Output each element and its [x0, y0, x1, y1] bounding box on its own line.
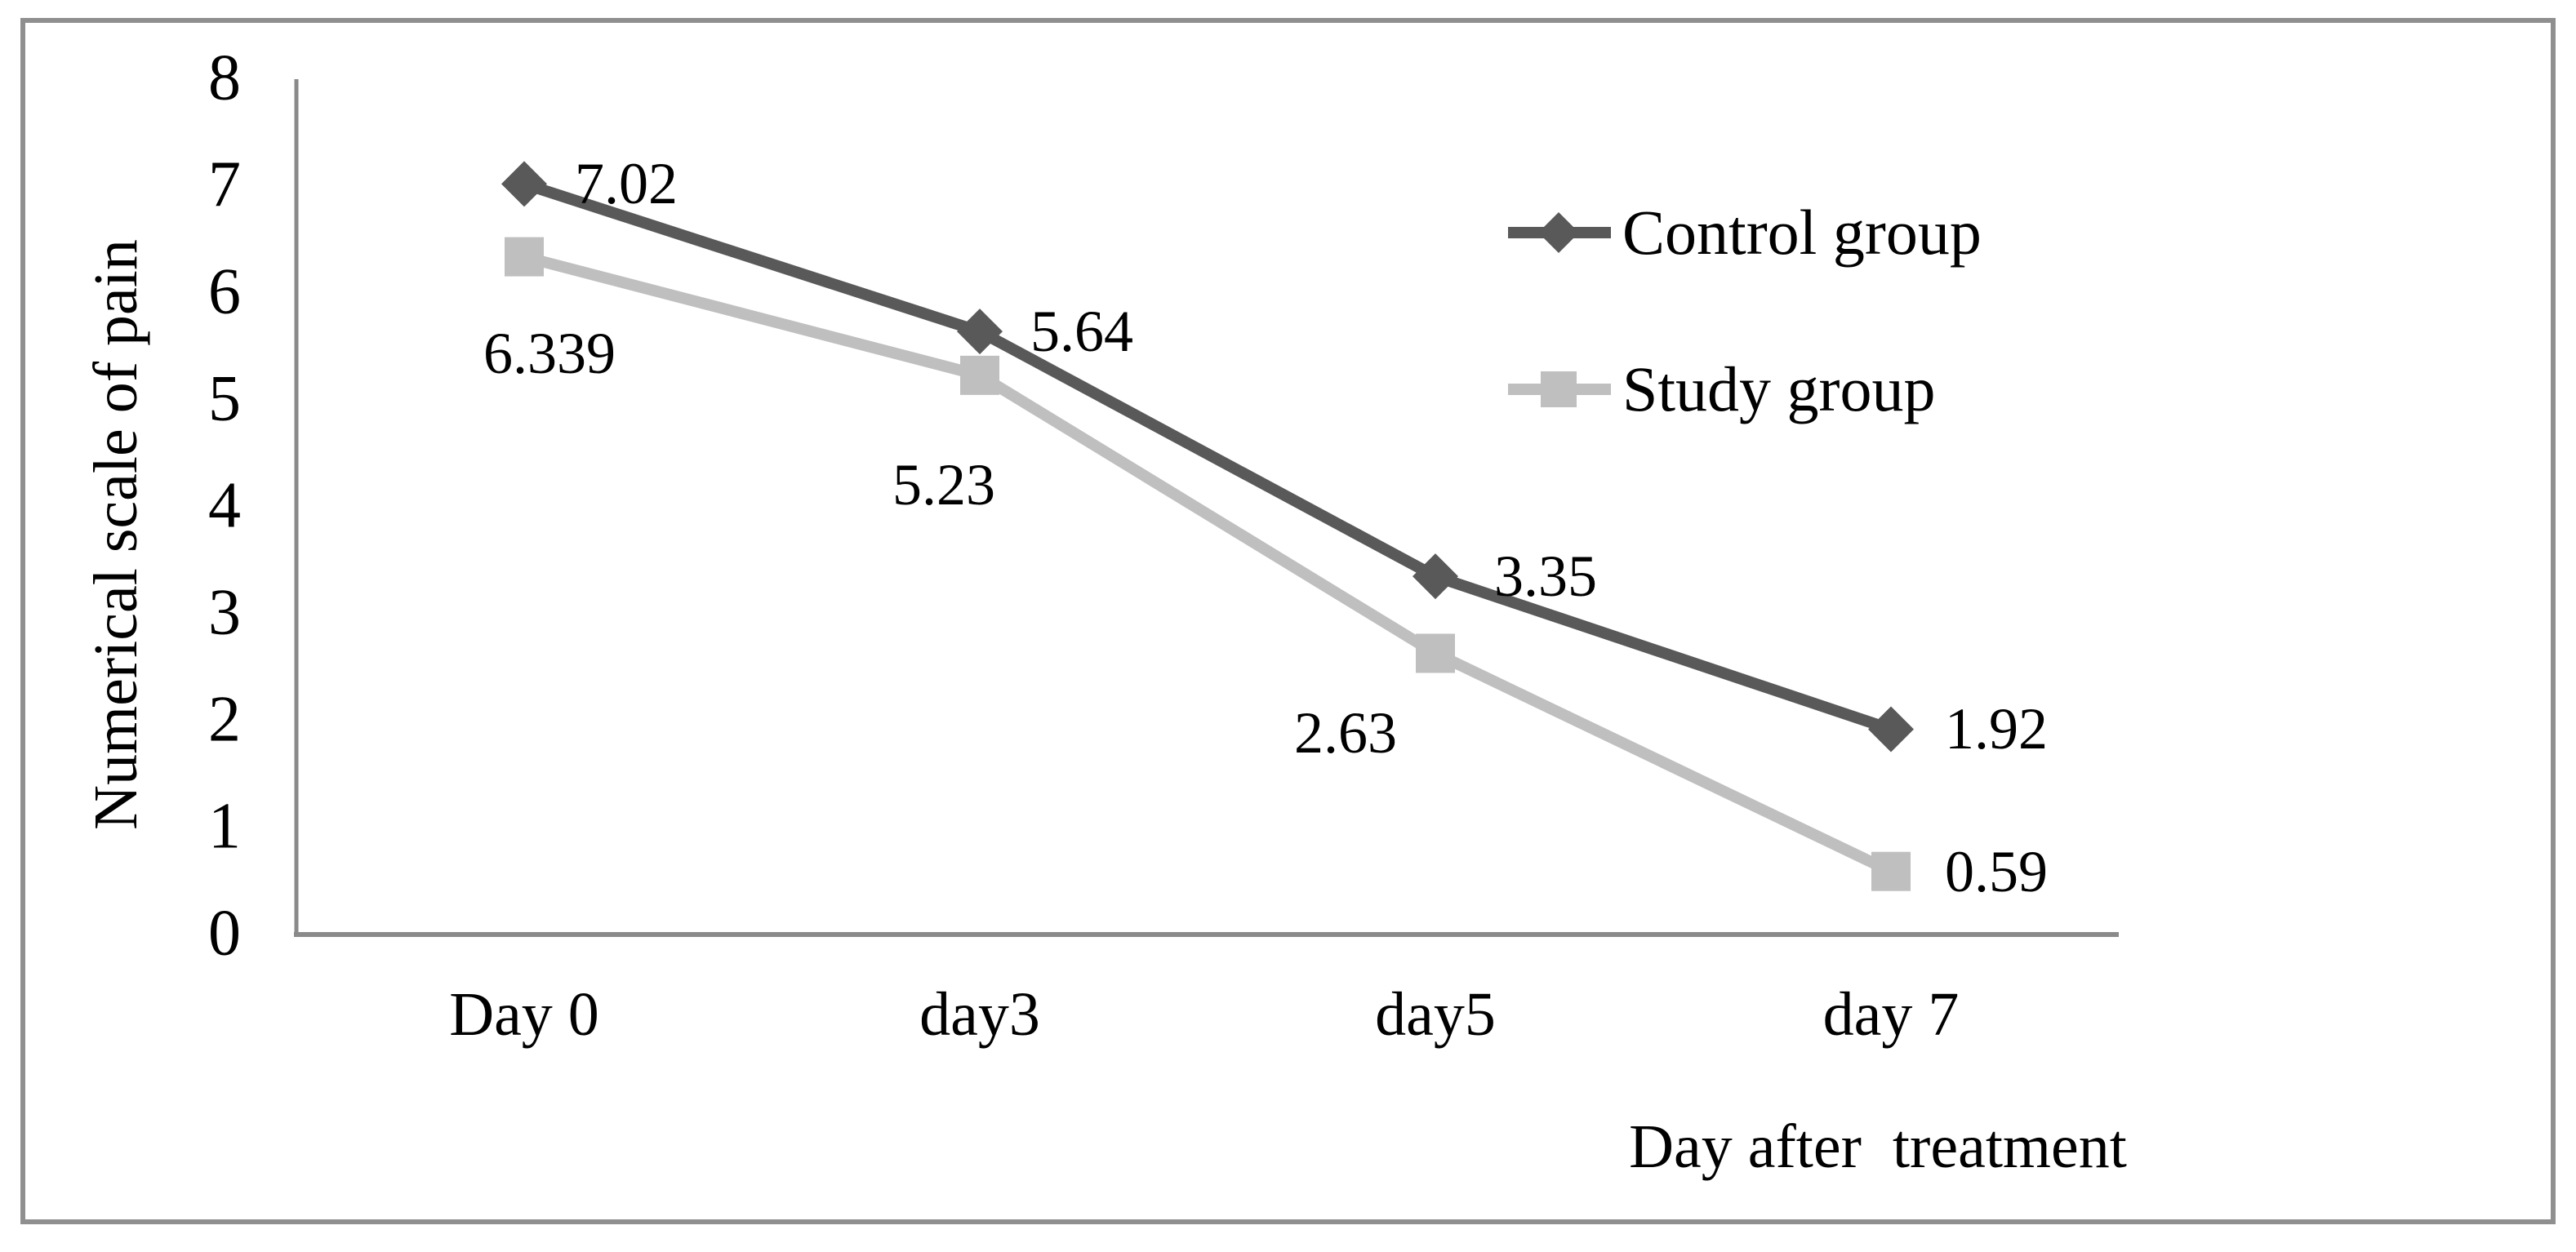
- study-series-line-square-icon: [1508, 371, 1611, 407]
- control-series-line-diamond-icon: [1508, 212, 1611, 253]
- legend-entry-study: Study group: [1506, 350, 1936, 428]
- x-category-label-day0: Day 0: [449, 980, 599, 1049]
- y-tick-label-7: 7: [208, 149, 241, 221]
- data-label-study-day0: 6.339: [483, 320, 616, 386]
- data-label-study-day7: 0.59: [1945, 838, 2048, 904]
- data-label-control-day0: 7.02: [575, 151, 678, 217]
- data-label-control-day3: 5.64: [1030, 299, 1133, 365]
- x-category-label-day7: day 7: [1822, 980, 1960, 1049]
- y-tick-label-3: 3: [208, 576, 241, 649]
- data-label-study-day5: 2.63: [1294, 700, 1397, 766]
- data-label-control-day5: 3.35: [1494, 544, 1597, 610]
- y-tick-label-8: 8: [208, 42, 241, 114]
- chart-border: [20, 18, 2556, 1224]
- data-label-study-day3: 5.23: [892, 451, 995, 517]
- y-tick-label-2: 2: [208, 683, 241, 756]
- data-label-control-day7: 1.92: [1945, 696, 2048, 762]
- y-tick-label-5: 5: [208, 362, 241, 435]
- y-tick-label-1: 1: [208, 790, 241, 863]
- legend-label-control: Control group: [1622, 197, 1982, 268]
- y-tick-label-0: 0: [208, 897, 241, 970]
- y-tick-label-4: 4: [208, 469, 241, 542]
- x-category-label-day3: day3: [919, 980, 1040, 1049]
- x-axis-title: Day after treatment: [1629, 1112, 2127, 1181]
- y-tick-label-6: 6: [208, 255, 241, 328]
- legend-entry-control: Control group: [1506, 193, 1982, 272]
- x-category-label-day5: day5: [1375, 980, 1496, 1049]
- legend-label-study: Study group: [1622, 353, 1936, 424]
